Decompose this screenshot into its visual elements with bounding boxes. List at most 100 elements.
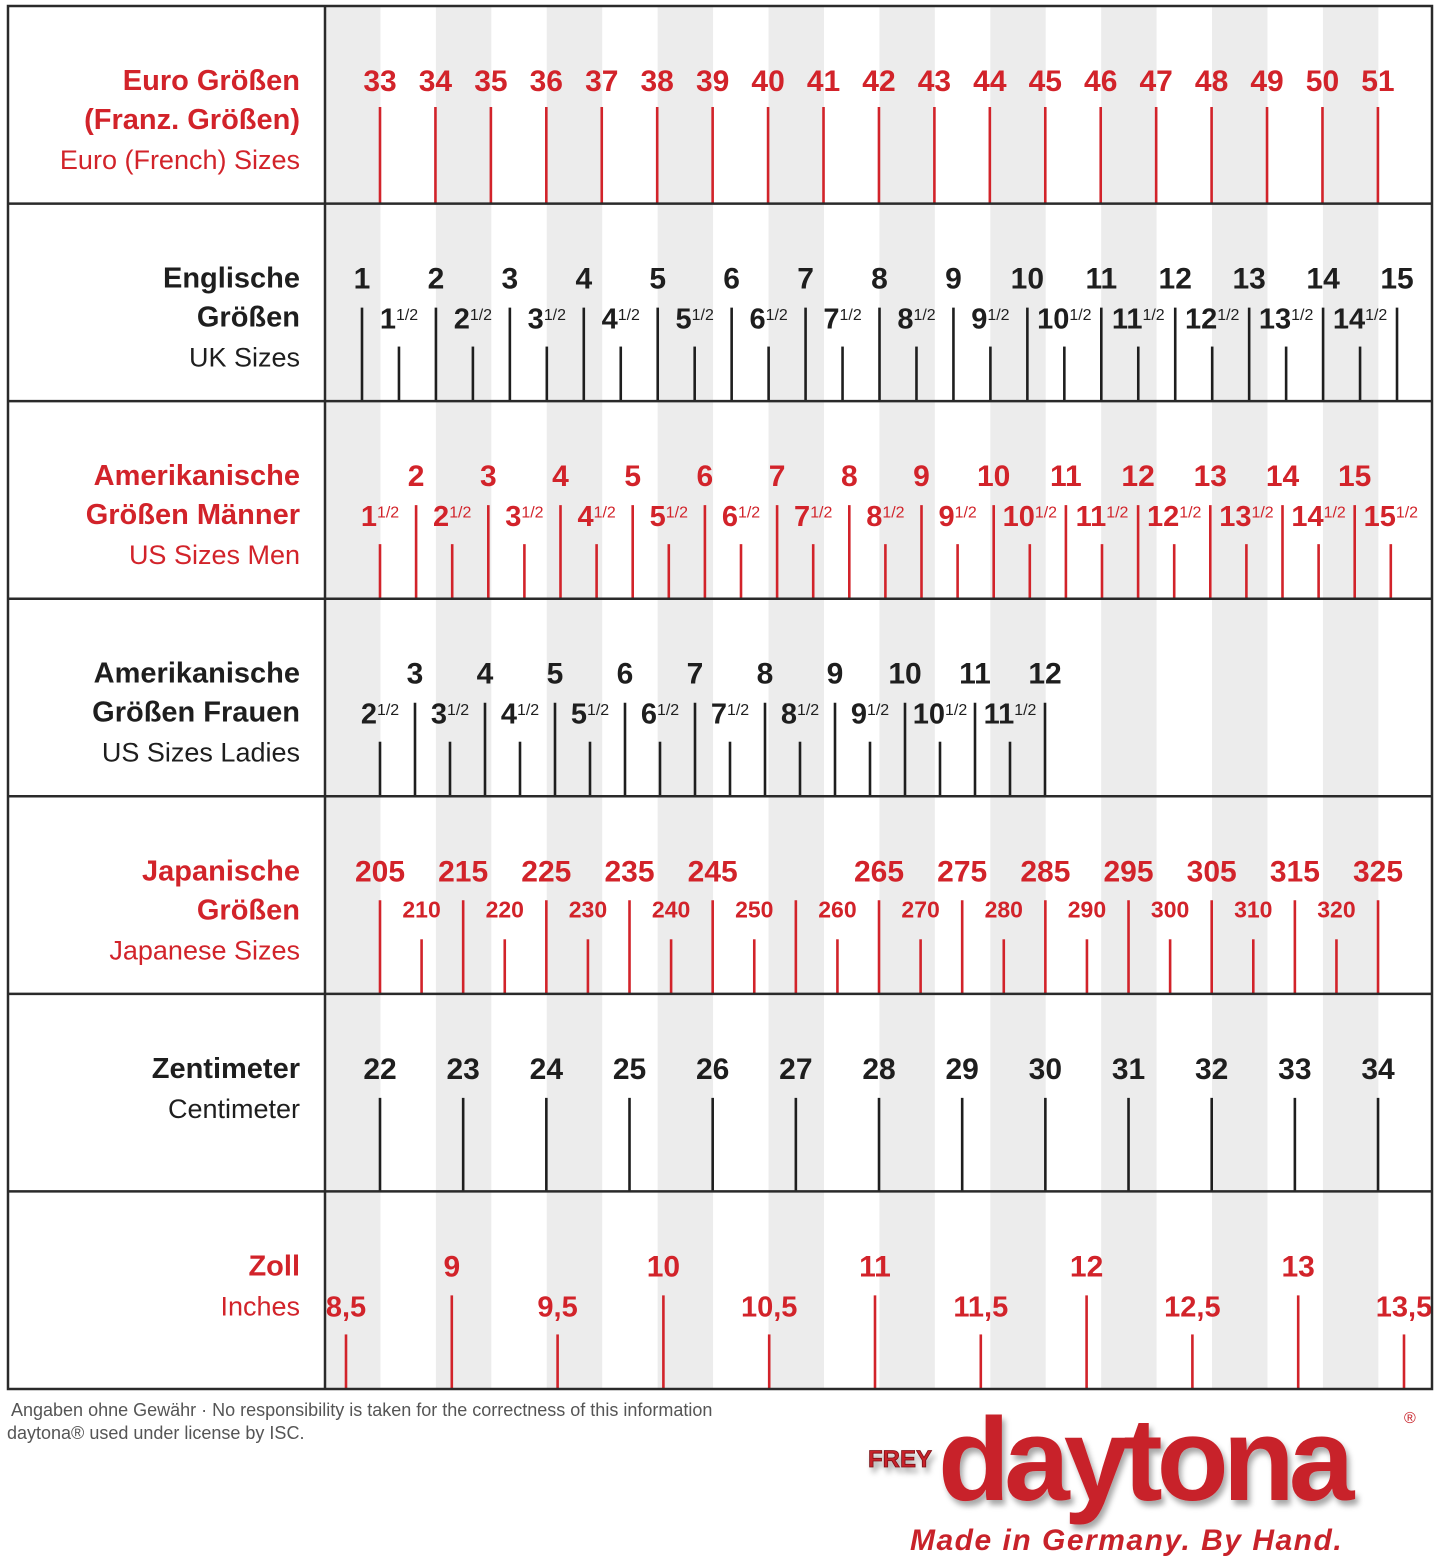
minor-label: 111/2 xyxy=(1076,501,1129,533)
major-label: 10 xyxy=(977,460,1010,493)
major-label: 38 xyxy=(641,65,674,98)
major-label: 33 xyxy=(1278,1053,1311,1086)
row-title: Zentimeter xyxy=(152,1053,300,1085)
minor-label: 11/2 xyxy=(380,304,418,336)
major-label: 13 xyxy=(1194,460,1227,493)
major-label: 12 xyxy=(1121,460,1154,493)
minor-label: 260 xyxy=(818,896,856,922)
chart-border xyxy=(6,4,1434,1391)
major-label: 2 xyxy=(428,263,445,296)
minor-label: 31/2 xyxy=(431,699,469,731)
major-label: 31 xyxy=(1112,1053,1145,1086)
major-label: 8 xyxy=(871,263,888,296)
minor-label: 101/2 xyxy=(913,699,968,731)
row-title: (Franz. Größen) xyxy=(84,104,300,136)
row-title: Größen Frauen xyxy=(92,697,300,729)
major-label: 49 xyxy=(1250,65,1283,98)
row-subtitle: US Sizes Ladies xyxy=(102,738,300,768)
minor-label: 11/2 xyxy=(361,501,399,533)
minor-label: 41/2 xyxy=(602,304,640,336)
major-label: 6 xyxy=(697,460,714,493)
minor-label: 9,5 xyxy=(537,1291,577,1323)
major-label: 2 xyxy=(408,460,425,493)
minor-label: 240 xyxy=(652,896,690,922)
row-title: Amerikanische xyxy=(94,460,300,492)
minor-label: 12,5 xyxy=(1164,1291,1220,1323)
major-label: 9 xyxy=(443,1250,460,1283)
major-label: 11 xyxy=(1050,460,1082,493)
minor-label: 141/2 xyxy=(1333,304,1388,336)
major-label: 33 xyxy=(363,65,396,98)
logo-tagline: Made in Germany. By Hand. xyxy=(910,1524,1343,1557)
logo-registered: ® xyxy=(1404,1410,1416,1427)
minor-label: 141/2 xyxy=(1291,501,1346,533)
major-label: 9 xyxy=(945,263,962,296)
major-label: 10 xyxy=(1011,263,1044,296)
major-label: 50 xyxy=(1306,65,1339,98)
minor-label: 81/2 xyxy=(866,501,904,533)
minor-label: 51/2 xyxy=(650,501,688,533)
major-label: 27 xyxy=(779,1053,812,1086)
minor-label: 21/2 xyxy=(454,304,492,336)
minor-label: 310 xyxy=(1234,896,1272,922)
row-title: Amerikanische xyxy=(94,658,300,690)
major-label: 9 xyxy=(827,658,844,691)
minor-label: 51/2 xyxy=(571,699,609,731)
stripe xyxy=(325,6,381,1389)
row-subtitle: US Sizes Men xyxy=(129,540,300,570)
major-label: 45 xyxy=(1029,65,1062,98)
major-label: 9 xyxy=(913,460,930,493)
major-label: 8 xyxy=(841,460,858,493)
minor-label: 121/2 xyxy=(1147,501,1202,533)
major-label: 5 xyxy=(649,263,666,296)
major-label: 11 xyxy=(1085,263,1117,296)
minor-label: 250 xyxy=(735,896,773,922)
major-label: 225 xyxy=(521,855,571,888)
minor-label: 81/2 xyxy=(781,699,819,731)
major-label: 13 xyxy=(1282,1250,1315,1283)
major-label: 305 xyxy=(1187,855,1237,888)
major-label: 12 xyxy=(1159,263,1192,296)
major-label: 315 xyxy=(1270,855,1320,888)
major-label: 24 xyxy=(530,1053,564,1086)
major-label: 26 xyxy=(696,1053,729,1086)
major-label: 6 xyxy=(723,263,740,296)
stripe xyxy=(990,6,1046,1389)
minor-label: 101/2 xyxy=(1037,304,1092,336)
minor-label: 41/2 xyxy=(501,699,539,731)
minor-label: 320 xyxy=(1317,896,1355,922)
minor-label: 21/2 xyxy=(433,501,471,533)
minor-label: 270 xyxy=(901,896,939,922)
daytona-logo: daytona FREY ® Made in Germany. By Hand. xyxy=(868,1395,1416,1557)
major-label: 14 xyxy=(1266,460,1300,493)
major-label: 265 xyxy=(854,855,904,888)
major-label: 7 xyxy=(687,658,704,691)
major-label: 11 xyxy=(859,1250,891,1283)
minor-label: 91/2 xyxy=(938,501,976,533)
minor-label: 10,5 xyxy=(741,1291,797,1323)
minor-label: 230 xyxy=(569,896,607,922)
stripe xyxy=(1322,6,1379,1389)
minor-label: 11,5 xyxy=(953,1291,1008,1323)
major-label: 5 xyxy=(547,658,564,691)
major-label: 3 xyxy=(407,658,424,691)
row-title: Englische xyxy=(163,263,300,295)
row-title: Euro Größen xyxy=(123,65,300,97)
major-label: 30 xyxy=(1029,1053,1062,1086)
major-label: 42 xyxy=(862,65,895,98)
disclaimer-text: Angaben ohne Gewähr · No responsibility … xyxy=(11,1400,713,1420)
major-label: 245 xyxy=(688,855,738,888)
row-subtitle: Centimeter xyxy=(168,1094,300,1124)
minor-label: 111/2 xyxy=(984,699,1037,731)
major-label: 48 xyxy=(1195,65,1228,98)
major-label: 22 xyxy=(363,1053,396,1086)
major-label: 12 xyxy=(1028,658,1061,691)
minor-label: 91/2 xyxy=(971,304,1009,336)
minor-label: 151/2 xyxy=(1364,501,1419,533)
minor-label: 290 xyxy=(1068,896,1106,922)
minor-label: 131/2 xyxy=(1259,304,1314,336)
stripe xyxy=(879,6,935,1389)
major-label: 12 xyxy=(1070,1250,1103,1283)
major-label: 34 xyxy=(1361,1053,1395,1086)
major-label: 35 xyxy=(474,65,507,98)
